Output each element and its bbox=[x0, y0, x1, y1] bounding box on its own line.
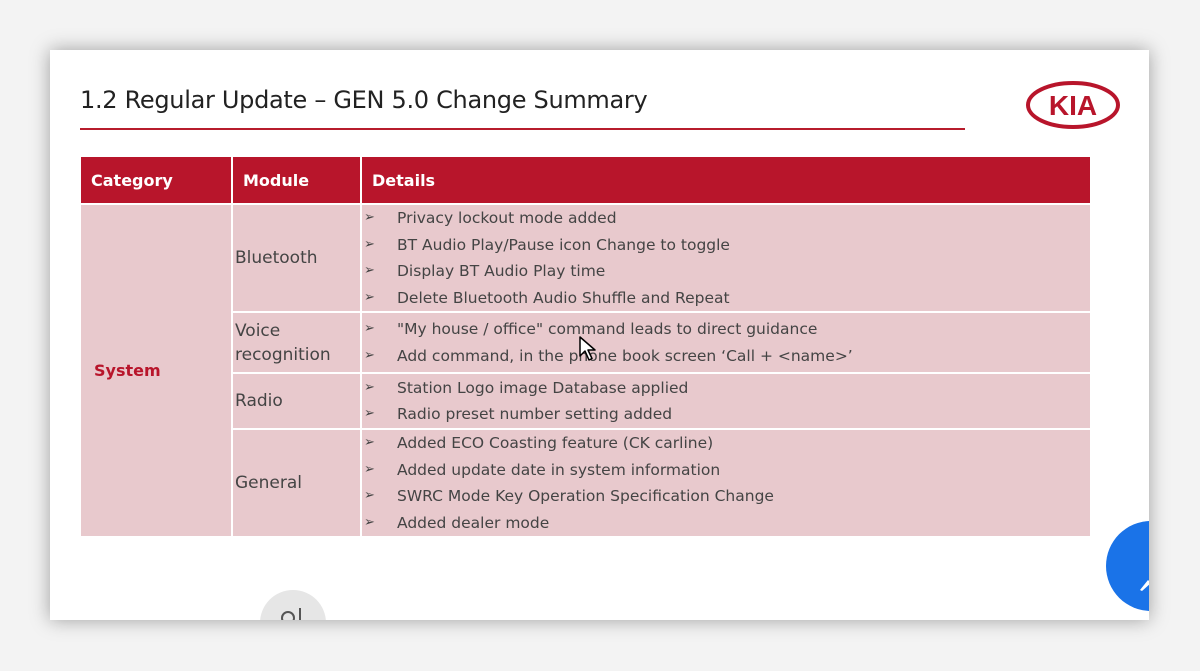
detail-item: ➢ Added update date in system information bbox=[362, 457, 1090, 484]
pen-icon[interactable] bbox=[1138, 578, 1149, 592]
detail-item: ➢ Display BT Audio Play time bbox=[362, 258, 1090, 285]
bullet-arrow-icon: ➢ bbox=[364, 347, 375, 363]
detail-item: ➢ SWRC Mode Key Operation Specification C… bbox=[362, 483, 1090, 510]
bullet-arrow-icon: ➢ bbox=[364, 321, 375, 336]
details-cell: ➢ Privacy lockout mode added ➢ BT Audio Pl… bbox=[361, 203, 1090, 312]
table-row: General ➢ Added ECO Coasting feature (CK … bbox=[81, 428, 1090, 537]
change-summary-table: Category Module Details System Bluetooth… bbox=[81, 157, 1090, 536]
module-cell: Bluetooth bbox=[232, 203, 362, 312]
bullet-arrow-icon: ➢ bbox=[364, 406, 375, 421]
svg-text:KIA: KIA bbox=[1049, 90, 1097, 121]
module-cell: Voice recognition bbox=[232, 311, 362, 373]
table-header-row: Category Module Details bbox=[81, 157, 1090, 204]
detail-item: ➢ Added ECO Coasting feature (CK carline) bbox=[362, 430, 1090, 457]
header-category: Category bbox=[81, 157, 233, 204]
presentation-slide: 1.2 Regular Update – GEN 5.0 Change Summ… bbox=[50, 50, 1149, 620]
bullet-arrow-icon: ➢ bbox=[364, 236, 375, 252]
module-cell: Radio bbox=[232, 372, 362, 429]
detail-item: ➢ Radio preset number setting added bbox=[362, 401, 1090, 428]
bullet-arrow-icon: ➢ bbox=[364, 435, 375, 450]
bullet-arrow-icon: ➢ bbox=[364, 210, 375, 225]
detail-item: ➢ Delete Bluetooth Audio Shuffle and Repe… bbox=[362, 285, 1090, 312]
detail-item: ➢ "My house / office" command leads to di… bbox=[362, 316, 1090, 343]
category-cell: System bbox=[81, 203, 233, 536]
table-row: Voice recognition ➢ "My house / office" c… bbox=[81, 311, 1090, 373]
kia-logo: KIA bbox=[1026, 81, 1120, 129]
bullet-arrow-icon: ➢ bbox=[364, 488, 375, 503]
detail-item: ➢ Add command, in the phone book screen ‘… bbox=[362, 343, 1090, 370]
details-cell: ➢ "My house / office" command leads to di… bbox=[361, 311, 1090, 373]
mouse-cursor-icon bbox=[579, 336, 596, 361]
table-row: System Bluetooth ➢ Privacy lockout mode a… bbox=[81, 203, 1090, 536]
search-icon[interactable] bbox=[278, 608, 308, 620]
title-underline bbox=[80, 128, 965, 130]
bullet-arrow-icon: ➢ bbox=[364, 514, 375, 530]
floating-action-button[interactable] bbox=[1106, 521, 1149, 611]
bullet-arrow-icon: ➢ bbox=[364, 379, 375, 395]
detail-item: ➢ Station Logo image Database applied bbox=[362, 375, 1090, 402]
detail-item: ➢ Privacy lockout mode added bbox=[362, 205, 1090, 232]
bullet-arrow-icon: ➢ bbox=[364, 461, 375, 477]
details-cell: ➢ Added ECO Coasting feature (CK carline)… bbox=[361, 428, 1090, 537]
header-module: Module bbox=[232, 157, 362, 204]
module-cell: General bbox=[232, 428, 362, 536]
details-cell: ➢ Station Logo image Database applied ➢ Ra… bbox=[361, 372, 1090, 429]
header-details: Details bbox=[361, 157, 1090, 204]
table-row: Radio ➢ Station Logo image Database appli… bbox=[81, 372, 1090, 429]
bullet-arrow-icon: ➢ bbox=[364, 289, 375, 305]
bullet-arrow-icon: ➢ bbox=[364, 263, 375, 278]
detail-item: ➢ Added dealer mode bbox=[362, 510, 1090, 537]
detail-item: ➢ BT Audio Play/Pause icon Change to togg… bbox=[362, 232, 1090, 259]
slide-title: 1.2 Regular Update – GEN 5.0 Change Summ… bbox=[80, 86, 648, 114]
